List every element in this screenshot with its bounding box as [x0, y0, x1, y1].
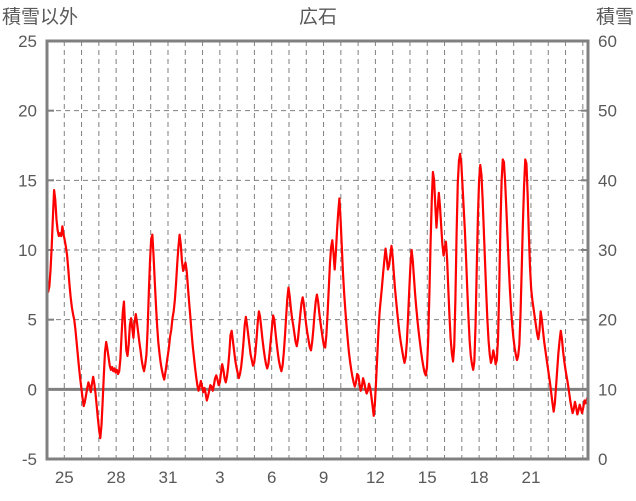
left-axis-unit-label: 積雪以外: [2, 7, 79, 28]
svg-text:28: 28: [107, 468, 126, 487]
svg-text:12: 12: [366, 468, 385, 487]
svg-text:10: 10: [18, 241, 37, 260]
svg-text:18: 18: [470, 468, 489, 487]
right-axis-unit-label: 積雪: [595, 7, 634, 28]
x-axis-tick-labels: 25 28 31 3 6 9 12 15 18 21: [55, 468, 541, 487]
svg-text:21: 21: [522, 468, 541, 487]
svg-text:5: 5: [28, 311, 37, 330]
svg-text:25: 25: [18, 32, 37, 51]
svg-text:6: 6: [267, 468, 276, 487]
svg-text:25: 25: [55, 468, 74, 487]
svg-text:20: 20: [18, 102, 37, 121]
left-axis-ticks: [47, 40, 54, 460]
page-title: 広石: [298, 7, 337, 28]
svg-text:30: 30: [598, 241, 617, 260]
vertical-gridlines: [63, 41, 584, 459]
svg-text:9: 9: [319, 468, 328, 487]
series-line-other-than-snow: [48, 152, 587, 440]
svg-text:0: 0: [598, 450, 607, 469]
svg-text:40: 40: [598, 171, 617, 190]
svg-text:10: 10: [598, 380, 617, 399]
svg-text:50: 50: [598, 102, 617, 121]
svg-text:3: 3: [215, 468, 224, 487]
left-axis-tick-labels: -5 0 5 10 15 20 25: [18, 32, 37, 469]
svg-text:0: 0: [28, 380, 37, 399]
svg-text:31: 31: [159, 468, 178, 487]
svg-text:15: 15: [418, 468, 437, 487]
svg-text:60: 60: [598, 32, 617, 51]
svg-text:20: 20: [598, 311, 617, 330]
right-axis-ticks: [581, 40, 588, 460]
svg-text:-5: -5: [22, 450, 37, 469]
svg-text:15: 15: [18, 171, 37, 190]
right-axis-tick-labels: 0 10 20 30 40 50 60: [598, 32, 617, 469]
